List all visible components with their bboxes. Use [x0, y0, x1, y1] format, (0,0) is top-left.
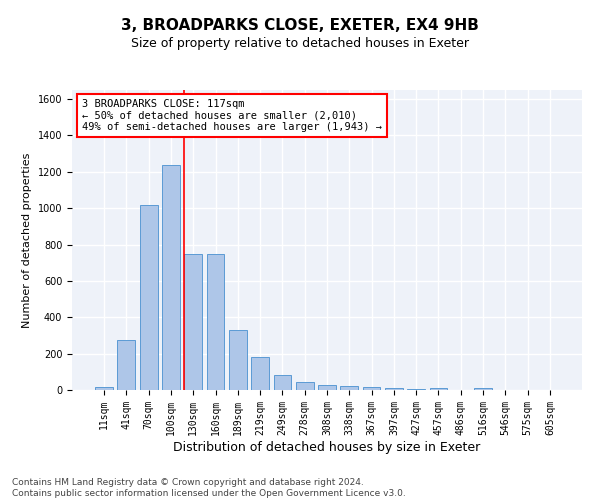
Text: Size of property relative to detached houses in Exeter: Size of property relative to detached ho…	[131, 38, 469, 51]
Text: 3, BROADPARKS CLOSE, EXETER, EX4 9HB: 3, BROADPARKS CLOSE, EXETER, EX4 9HB	[121, 18, 479, 32]
Y-axis label: Number of detached properties: Number of detached properties	[22, 152, 32, 328]
Bar	[251, 358, 269, 390]
Bar	[430, 388, 448, 390]
Bar	[340, 386, 358, 390]
X-axis label: Distribution of detached houses by size in Exeter: Distribution of detached houses by size …	[173, 440, 481, 454]
Bar	[385, 388, 403, 390]
Bar	[362, 388, 380, 390]
Text: Contains HM Land Registry data © Crown copyright and database right 2024.
Contai: Contains HM Land Registry data © Crown c…	[12, 478, 406, 498]
Bar	[296, 382, 314, 390]
Text: 3 BROADPARKS CLOSE: 117sqm
← 50% of detached houses are smaller (2,010)
49% of s: 3 BROADPARKS CLOSE: 117sqm ← 50% of deta…	[82, 99, 382, 132]
Bar	[206, 254, 224, 390]
Bar	[474, 388, 492, 390]
Bar	[229, 330, 247, 390]
Bar	[407, 389, 425, 390]
Bar	[95, 388, 113, 390]
Bar	[184, 254, 202, 390]
Bar	[118, 340, 136, 390]
Bar	[318, 384, 336, 390]
Bar	[140, 204, 158, 390]
Bar	[274, 376, 292, 390]
Bar	[162, 164, 180, 390]
